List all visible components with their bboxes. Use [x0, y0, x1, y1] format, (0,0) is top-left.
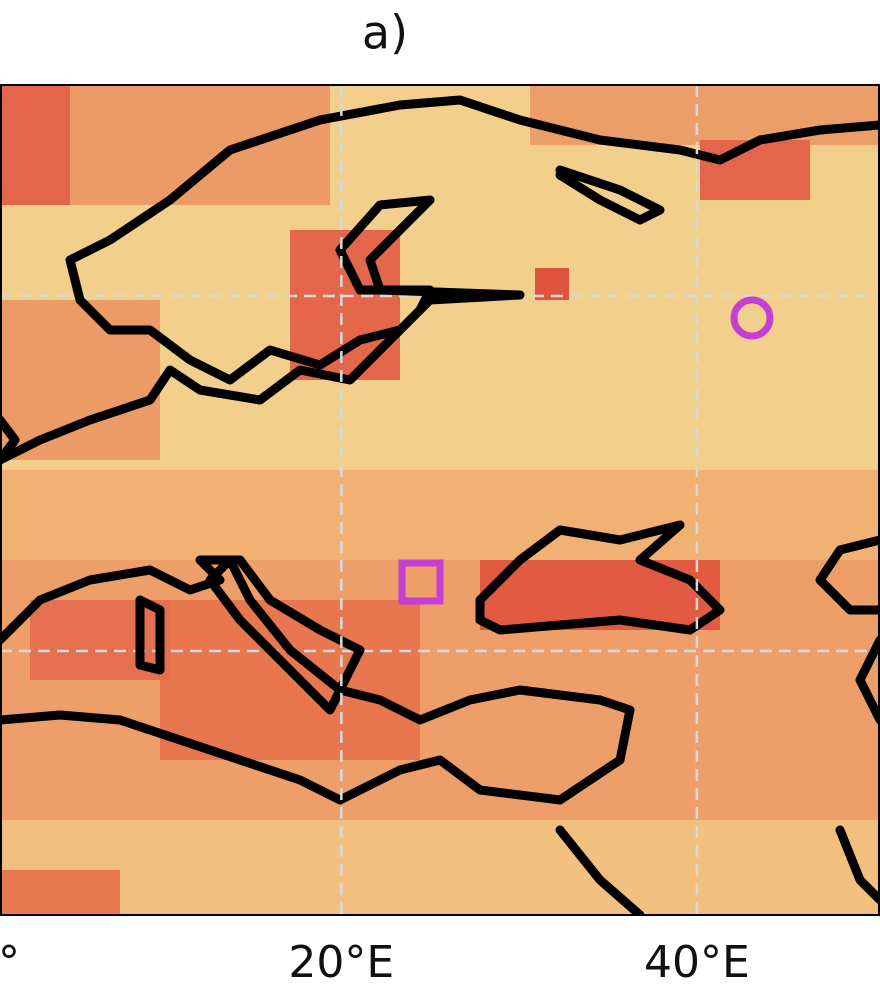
field-patch — [0, 85, 70, 205]
field-patch — [0, 470, 880, 560]
lon-grid — [340, 85, 699, 915]
field-patch — [0, 870, 120, 915]
site-square — [398, 559, 444, 605]
coastline — [0, 95, 880, 465]
field-patch — [700, 140, 810, 200]
panel-title: a) — [362, 6, 408, 60]
coastline — [555, 825, 645, 915]
field-patch — [160, 600, 420, 760]
coastline — [555, 165, 665, 225]
field-patch — [535, 268, 569, 300]
site-circle — [730, 296, 774, 340]
field-patch — [0, 820, 880, 915]
map-area — [0, 85, 880, 915]
coastline — [475, 520, 725, 635]
coastline — [205, 555, 345, 715]
x-tick-label: 20°E — [288, 937, 394, 988]
field-patch — [0, 300, 160, 460]
x-tick-label: ° — [0, 937, 20, 988]
coastline — [855, 635, 880, 725]
coastline — [835, 825, 880, 905]
x-tick-label: 40°E — [644, 937, 750, 988]
coastline — [135, 595, 165, 675]
map-frame — [0, 84, 880, 916]
coastline — [815, 535, 880, 615]
coastline — [0, 415, 20, 465]
